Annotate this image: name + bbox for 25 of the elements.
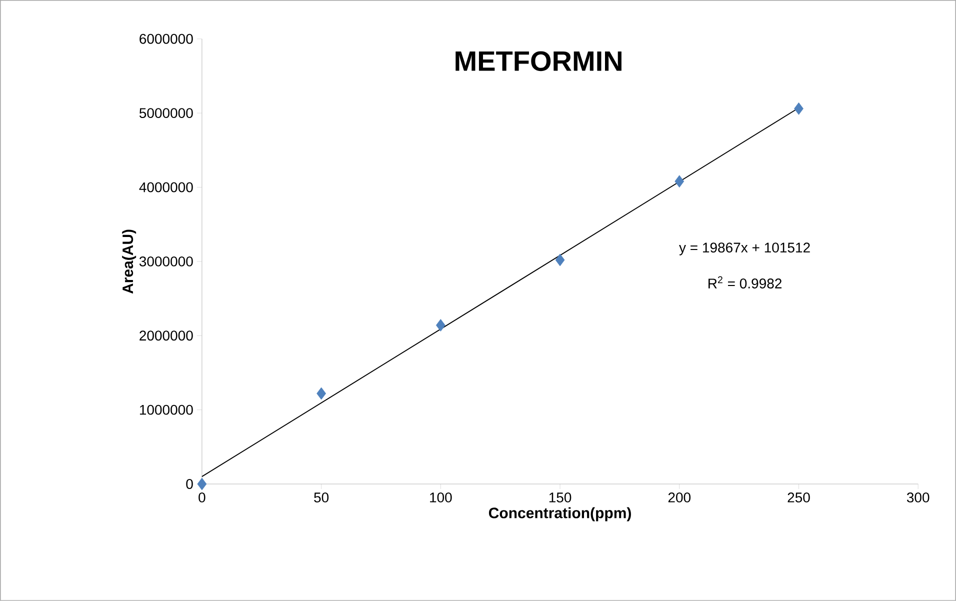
y-tick-label: 0 xyxy=(186,479,193,489)
chart-title: METFORMIN xyxy=(456,51,622,72)
annotation: y = 19867x + 101512 xyxy=(679,242,810,256)
x-tick-label: 200 xyxy=(668,492,691,502)
point xyxy=(316,387,326,400)
x-tick-label: 250 xyxy=(788,492,810,502)
x-tick-label: 300 xyxy=(906,492,930,502)
y-tick-label: 5000000 xyxy=(139,108,193,118)
x-tick-label: 100 xyxy=(430,492,452,502)
y-tick-label: 1000000 xyxy=(140,404,193,415)
x-axis-title: Concentration(ppm) xyxy=(488,507,631,522)
x-tick-label: 50 xyxy=(314,492,329,502)
point xyxy=(555,254,565,266)
y-tick-label: 2000000 xyxy=(140,330,193,341)
annotation: R$^{2}$ = 0.9982 xyxy=(708,276,782,288)
point xyxy=(674,175,684,188)
point xyxy=(197,478,207,490)
point xyxy=(794,102,804,115)
x-tick-label: 0 xyxy=(198,492,206,502)
x-tick-label: 150 xyxy=(549,492,572,502)
y-tick-label: 3000000 xyxy=(139,256,193,266)
y-tick-label: 4000000 xyxy=(139,182,193,192)
y-tick-label: 6000000 xyxy=(140,34,193,44)
y-axis-title: Area(AU) xyxy=(122,230,136,294)
point xyxy=(436,319,446,332)
